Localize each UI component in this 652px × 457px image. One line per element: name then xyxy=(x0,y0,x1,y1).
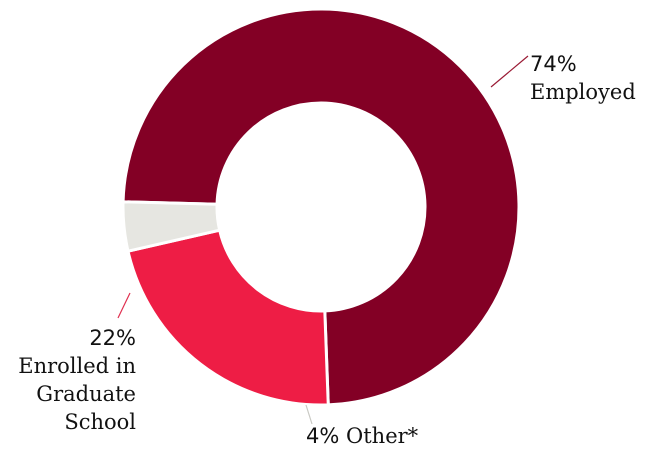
label-other: 4% Other* xyxy=(306,422,418,450)
slice-employed xyxy=(121,7,521,407)
label-other-pct: 4% xyxy=(306,424,340,448)
leader-lines xyxy=(117,55,529,425)
label-grad-name-line-3: School xyxy=(64,410,136,434)
slice-other xyxy=(121,200,222,253)
leader-line-other xyxy=(305,404,313,425)
label-employed-name: Employed xyxy=(530,80,636,104)
label-grad-name-line-1: Enrolled in xyxy=(18,354,136,378)
label-other-name: Other* xyxy=(346,424,419,448)
donut-slices xyxy=(121,7,521,407)
label-grad-pct: 22% xyxy=(89,326,136,350)
label-grad: 22% Enrolled in Graduate School xyxy=(18,324,136,436)
slice-grad xyxy=(126,228,330,407)
leader-line-grad xyxy=(117,292,131,319)
label-employed: 74% Employed xyxy=(530,50,636,106)
label-employed-pct: 74% xyxy=(530,52,577,76)
leader-line-employed xyxy=(490,55,529,88)
label-grad-name-line-2: Graduate xyxy=(36,382,136,406)
